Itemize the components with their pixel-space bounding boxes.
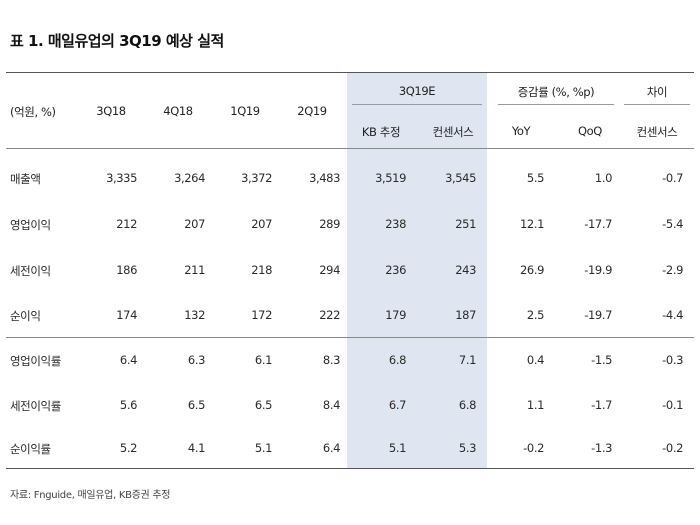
- table-cell: 187: [455, 308, 476, 322]
- estimate-group-rule: [352, 104, 482, 105]
- table-cell: 6.3: [187, 353, 205, 367]
- table-cell: -5.4: [662, 217, 683, 231]
- top-rule: [6, 72, 694, 73]
- row-label: 순이익: [10, 309, 41, 323]
- table-cell: 5.2: [119, 441, 137, 455]
- table-cell: 236: [385, 263, 406, 277]
- table-cell: 6.4: [322, 441, 340, 455]
- table-cell: 3,264: [174, 171, 205, 185]
- table-cell: -0.2: [523, 441, 544, 455]
- diff-group-rule: [624, 104, 690, 105]
- table-cell: 172: [251, 308, 272, 322]
- qoq-header: QoQ: [578, 124, 602, 138]
- row-label: 순이익률: [10, 442, 51, 456]
- estimate-group-header: 3Q19E: [398, 84, 436, 98]
- growth-group-header: 증감률 (%, %p): [517, 85, 595, 99]
- table-cell: 6.1: [254, 353, 272, 367]
- table-cell: 3,519: [375, 171, 406, 185]
- table-cell: 132: [184, 308, 205, 322]
- table-cell: 212: [116, 217, 137, 231]
- table-cell: -19.9: [584, 263, 612, 277]
- ratio-section-rule: [6, 337, 694, 338]
- period-header: 3Q18: [96, 104, 126, 118]
- table-cell: 4.1: [187, 441, 205, 455]
- row-label: 매출액: [10, 172, 41, 186]
- table-cell: 179: [385, 308, 406, 322]
- table-cell: 6.8: [458, 398, 476, 412]
- row-label: 세전이익: [10, 264, 51, 278]
- period-header: 2Q19: [297, 104, 327, 118]
- table-cell: 6.7: [388, 398, 406, 412]
- table-cell: 218: [251, 263, 272, 277]
- table-cell: 6.8: [388, 353, 406, 367]
- table-cell: -2.9: [662, 263, 683, 277]
- table-cell: 3,372: [241, 171, 272, 185]
- table-cell: 26.9: [519, 263, 544, 277]
- table-cell: -4.4: [662, 308, 683, 322]
- header-bottom-rule: [6, 148, 694, 149]
- row-label: 영업이익: [10, 218, 51, 232]
- period-header: 1Q19: [230, 104, 260, 118]
- consensus-header: 컨센서스: [432, 125, 474, 139]
- table-cell: 5.5: [526, 171, 544, 185]
- table-cell: 207: [251, 217, 272, 231]
- bottom-rule: [6, 468, 694, 469]
- table-cell: 207: [184, 217, 205, 231]
- table-cell: 8.3: [322, 353, 340, 367]
- table-cell: 238: [385, 217, 406, 231]
- table-cell: 3,545: [445, 171, 476, 185]
- table-cell: -0.7: [662, 171, 683, 185]
- table-cell: 211: [184, 263, 205, 277]
- period-header: 4Q18: [163, 104, 193, 118]
- table-cell: -1.5: [591, 353, 612, 367]
- table-cell: 3,335: [106, 171, 137, 185]
- table-cell: 5.6: [119, 398, 137, 412]
- table-cell: 294: [319, 263, 340, 277]
- table-cell: 0.4: [526, 353, 544, 367]
- table-cell: 6.5: [187, 398, 205, 412]
- table-cell: -1.3: [591, 441, 612, 455]
- table-cell: 6.5: [254, 398, 272, 412]
- table-cell: 243: [455, 263, 476, 277]
- estimate-highlight: [347, 73, 487, 468]
- table-cell: 1.1: [526, 398, 544, 412]
- diff-consensus-header: 컨센서스: [636, 125, 678, 139]
- table-cell: 174: [116, 308, 137, 322]
- table-cell: 2.5: [526, 308, 544, 322]
- source-note: 자료: Fnguide, 매일유업, KB증권 추정: [10, 490, 171, 501]
- table-cell: 3,483: [309, 171, 340, 185]
- kb-estimate-header: KB 추정: [361, 125, 401, 139]
- table-cell: 289: [319, 217, 340, 231]
- table-cell: 251: [455, 217, 476, 231]
- row-label: 영업이익률: [10, 354, 61, 368]
- table-cell: 5.1: [388, 441, 406, 455]
- table-cell: 7.1: [458, 353, 476, 367]
- table-cell: -17.7: [584, 217, 612, 231]
- growth-group-rule: [498, 104, 614, 105]
- table-cell: -19.7: [584, 308, 612, 322]
- table-cell: 5.1: [254, 441, 272, 455]
- table-title: 표 1. 매일유업의 3Q19 예상 실적: [10, 32, 224, 50]
- table-cell: -0.2: [662, 441, 683, 455]
- table-cell: 12.1: [519, 217, 544, 231]
- table-cell: 186: [116, 263, 137, 277]
- table-cell: 5.3: [458, 441, 476, 455]
- table-cell: -0.3: [662, 353, 683, 367]
- table-cell: 222: [319, 308, 340, 322]
- table-cell: 8.4: [322, 398, 340, 412]
- table-cell: -0.1: [662, 398, 683, 412]
- table-cell: -1.7: [591, 398, 612, 412]
- table-cell: 6.4: [119, 353, 137, 367]
- unit-label: (억원, %): [10, 105, 56, 119]
- diff-group-header: 차이: [646, 85, 668, 99]
- yoy-header: YoY: [511, 124, 531, 138]
- table-cell: 1.0: [594, 171, 612, 185]
- row-label: 세전이익률: [10, 399, 61, 413]
